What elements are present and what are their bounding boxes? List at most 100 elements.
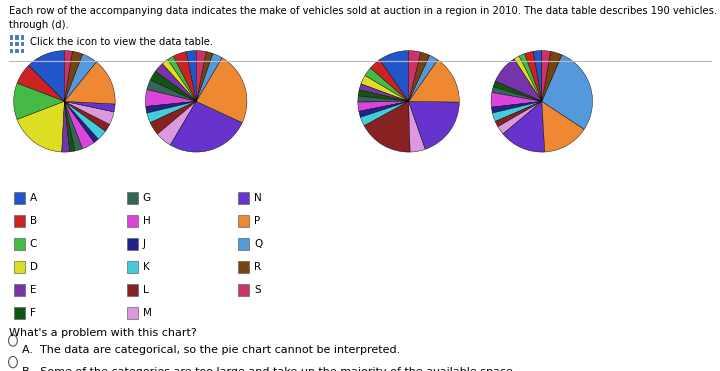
Text: P: P [254,216,261,226]
Wedge shape [65,101,83,151]
Wedge shape [65,51,83,101]
Wedge shape [65,101,115,112]
Wedge shape [145,101,196,113]
Wedge shape [17,101,65,152]
Wedge shape [147,80,196,101]
Bar [14,47,19,53]
Bar [238,238,249,250]
Bar [9,34,14,40]
Text: S: S [254,285,261,295]
Wedge shape [409,60,459,102]
Text: J: J [143,239,145,249]
Text: H: H [143,216,150,226]
Wedge shape [359,84,409,101]
Wedge shape [492,101,542,113]
Wedge shape [65,50,73,101]
Wedge shape [365,68,409,101]
Bar [9,41,14,46]
Wedge shape [156,64,196,101]
Wedge shape [65,54,96,101]
Wedge shape [524,52,542,101]
Wedge shape [196,58,247,123]
Bar [238,261,249,273]
Wedge shape [17,66,65,101]
Text: through (d).: through (d). [9,20,68,30]
Wedge shape [542,50,551,101]
Wedge shape [171,101,242,152]
Wedge shape [65,62,115,104]
Bar [127,307,138,319]
Text: L: L [143,285,148,295]
Wedge shape [492,87,542,101]
Wedge shape [361,76,409,101]
Wedge shape [358,90,409,101]
Text: B.  Some of the categories are too large and take up the majority of the availab: B. Some of the categories are too large … [22,367,516,371]
Text: A: A [30,193,37,203]
Wedge shape [196,52,213,101]
Wedge shape [186,50,196,101]
Wedge shape [65,101,99,142]
Wedge shape [150,71,196,101]
Wedge shape [65,101,109,131]
Text: M: M [143,308,151,318]
Bar [19,34,24,40]
Text: Each row of the accompanying data indicates the make of vehicles sold at auction: Each row of the accompanying data indica… [9,6,720,16]
Wedge shape [364,101,410,152]
Text: B: B [30,216,37,226]
Wedge shape [498,101,542,134]
Bar [238,215,249,227]
Wedge shape [492,101,542,121]
Wedge shape [65,101,105,139]
Bar [19,41,24,46]
Wedge shape [168,56,196,101]
Bar [238,192,249,204]
Wedge shape [162,59,196,101]
Text: R: R [254,262,261,272]
Bar [19,47,24,53]
Bar [14,261,24,273]
Wedge shape [409,101,426,152]
Bar [14,192,24,204]
Bar [127,238,138,250]
Wedge shape [62,101,70,152]
Wedge shape [493,81,542,101]
Bar [14,307,24,319]
Text: D: D [30,262,37,272]
Bar [14,215,24,227]
Text: E: E [30,285,36,295]
Bar [14,34,19,40]
Wedge shape [370,60,409,101]
Wedge shape [359,101,409,117]
Wedge shape [158,101,196,145]
Bar [9,47,14,53]
Text: A.  The data are categorical, so the pie chart cannot be interpreted.: A. The data are categorical, so the pie … [22,345,400,355]
Bar [127,192,138,204]
Text: G: G [143,193,150,203]
Wedge shape [533,50,542,101]
Wedge shape [174,52,196,101]
Wedge shape [361,101,409,126]
Wedge shape [145,90,196,106]
Text: K: K [143,262,149,272]
Text: F: F [30,308,35,318]
Bar [14,284,24,296]
Wedge shape [358,96,409,102]
Wedge shape [491,92,542,107]
Wedge shape [14,83,65,119]
Text: What's a problem with this chart?: What's a problem with this chart? [9,328,197,338]
Wedge shape [196,53,222,101]
Wedge shape [379,50,409,101]
Wedge shape [542,52,562,101]
Bar [127,215,138,227]
Wedge shape [514,56,542,101]
Wedge shape [495,59,542,101]
Text: N: N [254,193,262,203]
Wedge shape [65,101,75,152]
Wedge shape [29,50,65,101]
Wedge shape [147,101,196,123]
Wedge shape [495,101,542,127]
Bar [127,261,138,273]
Wedge shape [409,101,459,149]
Text: Click the icon to view the data table.: Click the icon to view the data table. [30,37,213,47]
Wedge shape [519,54,542,101]
